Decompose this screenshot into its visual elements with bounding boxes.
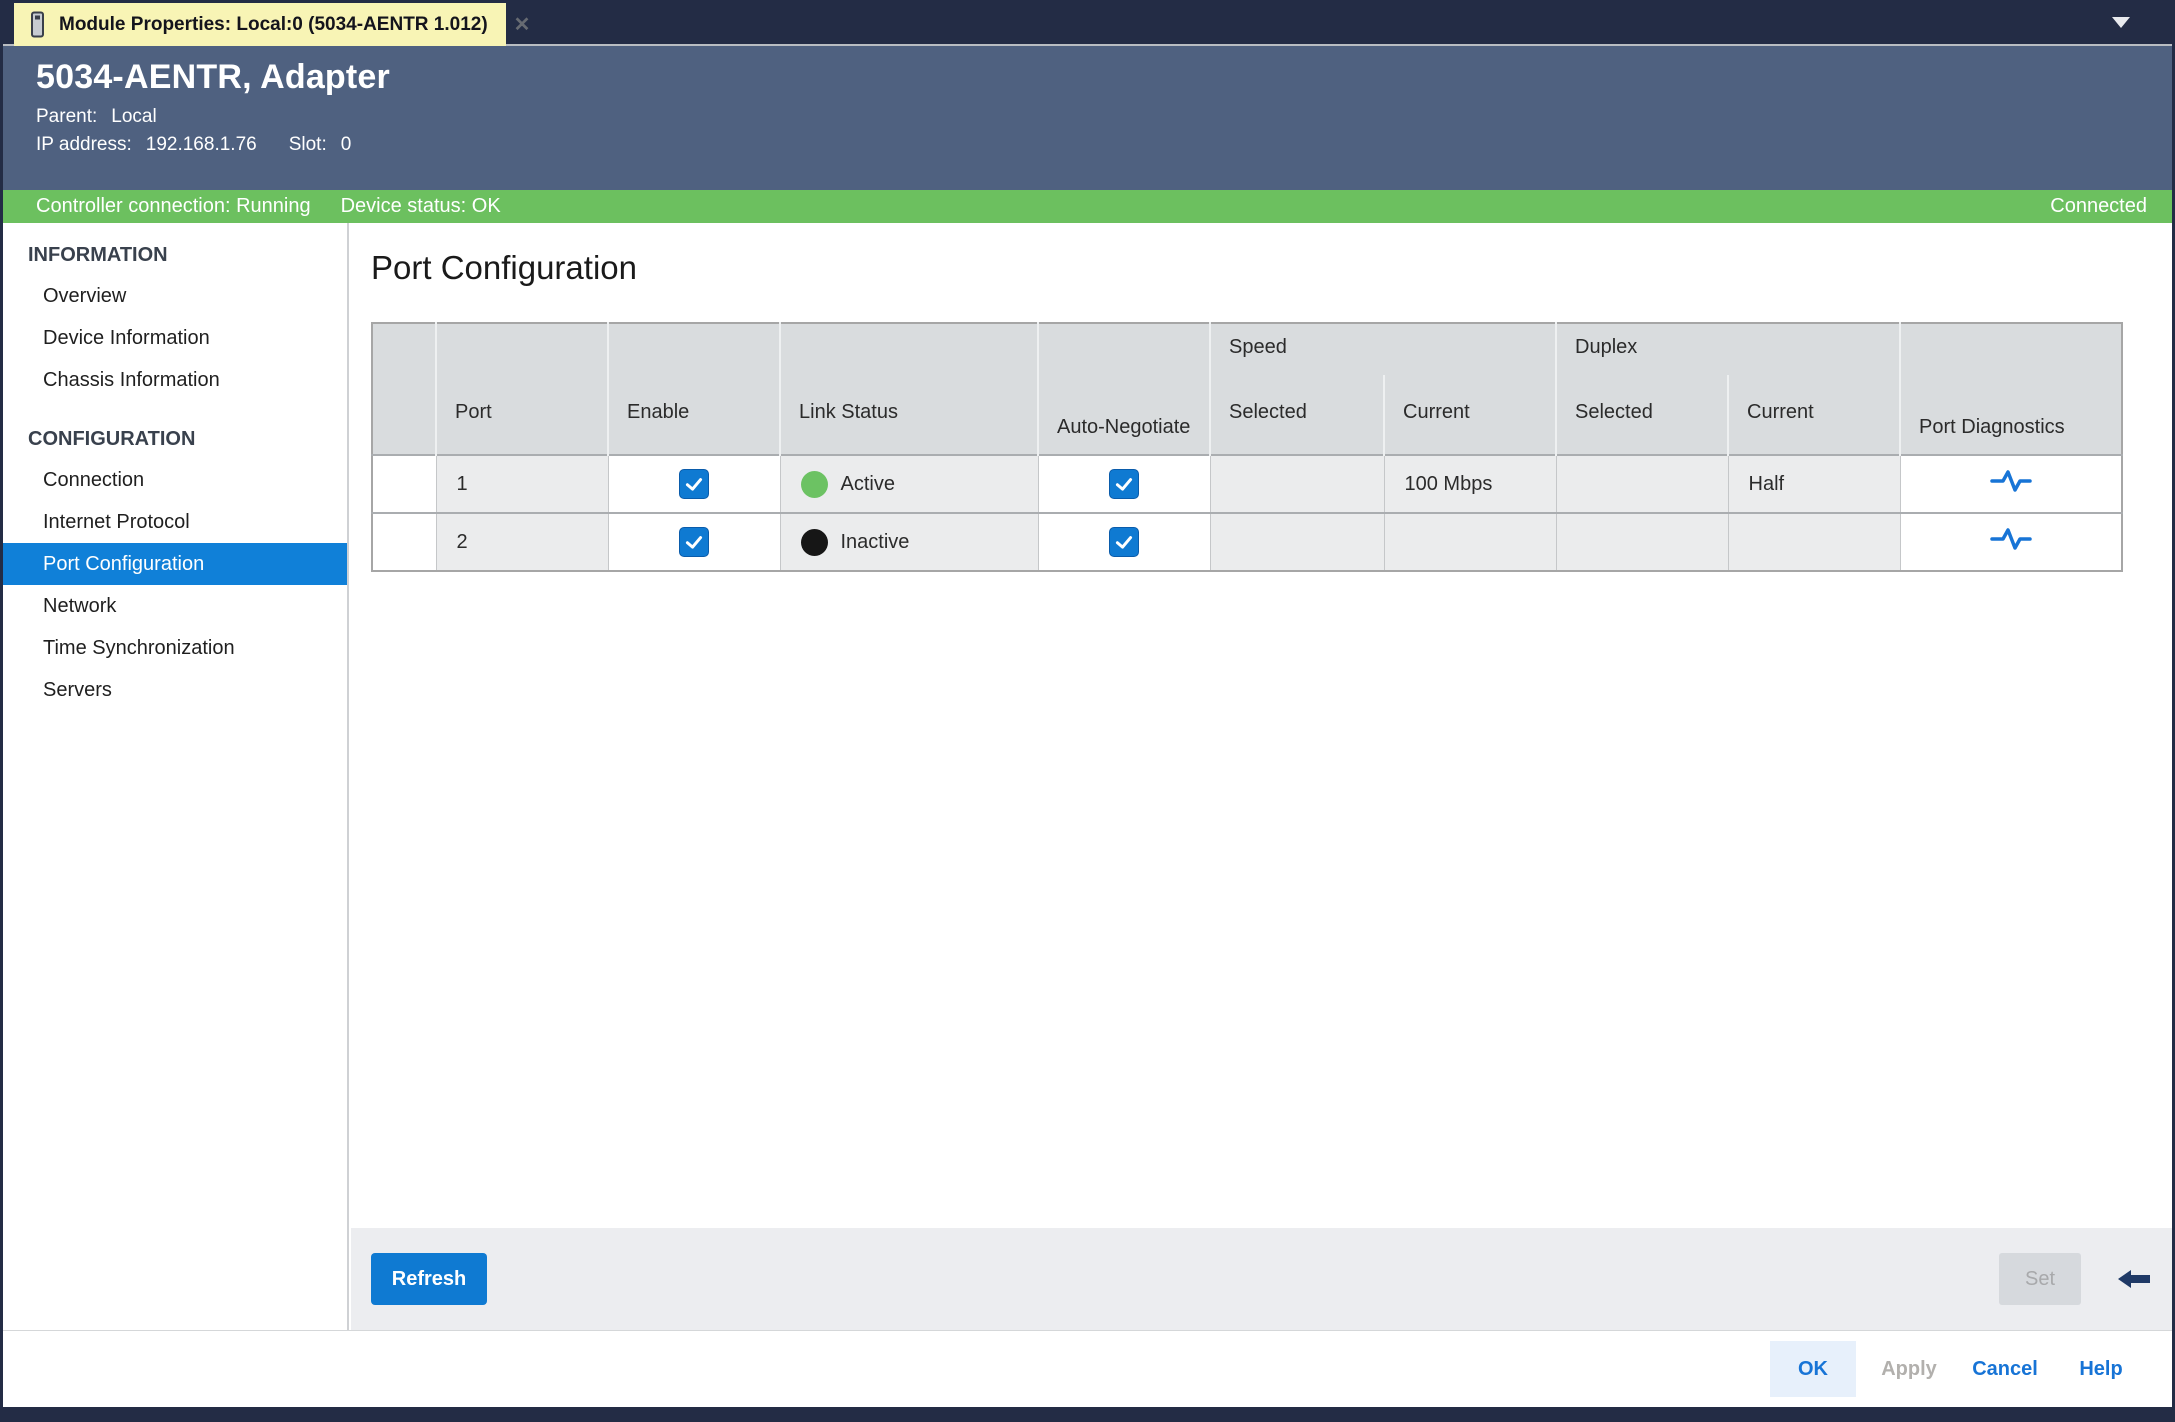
refresh-button[interactable]: Refresh xyxy=(371,1253,487,1305)
port-configuration-table: Port Enable Link Status Auto-Negotiate S… xyxy=(371,322,2124,572)
device-status: Device status: OK xyxy=(340,195,501,217)
main-content: Port Configuration Port Enable Link Stat… xyxy=(351,223,2172,1228)
enable-column-header: Enable xyxy=(607,323,780,455)
sidebar-item-port-configuration[interactable]: Port Configuration xyxy=(3,543,347,585)
parent-value: Local xyxy=(111,106,157,127)
link-status-dot xyxy=(800,528,828,556)
parent-label: Parent: xyxy=(36,106,98,127)
dialog-footer: OK Apply Cancel Help xyxy=(3,1330,2172,1407)
auto-negotiate-cell xyxy=(1037,454,1210,513)
speed-selected-header: Selected xyxy=(1209,375,1384,455)
duplex-selected-header: Selected xyxy=(1555,375,1728,455)
auto-negotiate-column-header: Auto-Negotiate xyxy=(1037,323,1210,455)
ip-address-label: IP address: xyxy=(36,134,132,155)
enable-cell xyxy=(607,512,780,571)
link-status-label: Inactive xyxy=(840,530,910,553)
link-status-dot xyxy=(800,470,828,498)
duplex-selected-cell[interactable] xyxy=(1555,512,1728,571)
tab-title: Module Properties: Local:0 (5034-AENTR 1… xyxy=(59,13,488,35)
port-row-1: 1 Active xyxy=(372,454,2123,513)
action-toolbar: Refresh Set xyxy=(351,1228,2172,1330)
duplex-current-cell xyxy=(1727,512,1901,571)
sidebar-item-internet-protocol[interactable]: Internet Protocol xyxy=(43,510,190,533)
port-diagnostics-pulse-icon[interactable] xyxy=(1989,526,2033,552)
slot-label: Slot: xyxy=(288,134,327,155)
module-title: 5034-AENTR, Adapter xyxy=(36,58,390,96)
sidebar-item-device-information[interactable]: Device Information xyxy=(43,326,210,349)
row-selector-header xyxy=(372,323,436,455)
sidebar-item-servers[interactable]: Servers xyxy=(43,678,112,701)
duplex-selected-cell[interactable] xyxy=(1555,454,1728,513)
controller-connection-status: Controller connection: Running xyxy=(36,195,311,217)
enable-checkbox[interactable] xyxy=(679,527,709,557)
sidebar-item-connection[interactable]: Connection xyxy=(43,468,145,491)
sidebar-item-network[interactable]: Network xyxy=(43,594,117,617)
speed-selected-cell[interactable] xyxy=(1209,512,1384,571)
enable-cell xyxy=(607,454,780,513)
cancel-button[interactable]: Cancel xyxy=(1962,1341,2048,1397)
speed-current-cell: 100 Mbps xyxy=(1383,454,1556,513)
link-status-column-header: Link Status xyxy=(779,323,1038,455)
module-icon xyxy=(30,11,47,38)
enable-checkbox[interactable] xyxy=(679,469,709,499)
ok-button[interactable]: OK xyxy=(1770,1341,1856,1397)
chevron-down-icon[interactable] xyxy=(2112,17,2130,28)
port-row-2: 2 Inactive xyxy=(372,512,2123,571)
auto-negotiate-cell xyxy=(1037,512,1210,571)
sidebar-nav: INFORMATION Overview Device Information … xyxy=(3,223,349,1330)
section-information: INFORMATION xyxy=(28,243,168,266)
port-diagnostics-cell xyxy=(1899,454,2123,513)
link-status-cell: Active xyxy=(779,454,1038,513)
ip-address-value: 192.168.1.76 xyxy=(145,134,257,155)
module-header: 5034-AENTR, Adapter Parent: Local IP add… xyxy=(3,46,2172,190)
auto-negotiate-checkbox[interactable] xyxy=(1109,469,1139,499)
link-status-cell: Inactive xyxy=(779,512,1038,571)
window-border-bottom xyxy=(0,1407,2175,1422)
sidebar-item-chassis-information[interactable]: Chassis Information xyxy=(43,368,220,391)
back-arrow-icon[interactable] xyxy=(2118,1268,2150,1290)
speed-current-cell xyxy=(1383,512,1556,571)
sidebar-item-time-synchronization[interactable]: Time Synchronization xyxy=(43,636,235,659)
duplex-group-header: Duplex xyxy=(1554,323,1901,375)
duplex-current-header: Current xyxy=(1726,375,1901,455)
status-bar: Controller connection: Running Device st… xyxy=(3,190,2172,223)
row-selector[interactable] xyxy=(372,454,436,513)
port-number-cell: 2 xyxy=(435,512,608,571)
port-diagnostics-pulse-icon[interactable] xyxy=(1989,468,2033,494)
module-properties-tab[interactable]: Module Properties: Local:0 (5034-AENTR 1… xyxy=(14,3,530,46)
speed-current-header: Current xyxy=(1383,375,1556,455)
speed-selected-cell[interactable] xyxy=(1209,454,1384,513)
duplex-current-cell: Half xyxy=(1727,454,1901,513)
port-diagnostics-cell xyxy=(1899,512,2123,571)
link-status-label: Active xyxy=(840,472,895,495)
auto-negotiate-checkbox[interactable] xyxy=(1109,527,1139,557)
close-icon[interactable]: ✕ xyxy=(513,13,531,36)
row-selector[interactable] xyxy=(372,512,436,571)
sidebar-item-overview[interactable]: Overview xyxy=(43,284,127,307)
window-border-left xyxy=(0,0,3,1422)
port-column-header: Port xyxy=(435,323,608,455)
connection-state: Connected xyxy=(2050,195,2147,217)
section-configuration: CONFIGURATION xyxy=(28,427,196,450)
apply-button[interactable]: Apply xyxy=(1866,1341,1952,1397)
speed-group-header: Speed xyxy=(1209,323,1556,375)
port-number-cell: 1 xyxy=(435,454,608,513)
help-button[interactable]: Help xyxy=(2058,1341,2144,1397)
page-title: Port Configuration xyxy=(371,249,637,286)
slot-value: 0 xyxy=(340,134,352,155)
window-border-right xyxy=(2172,0,2175,1422)
port-diagnostics-column-header: Port Diagnostics xyxy=(1899,323,2123,455)
set-button[interactable]: Set xyxy=(1999,1253,2081,1305)
